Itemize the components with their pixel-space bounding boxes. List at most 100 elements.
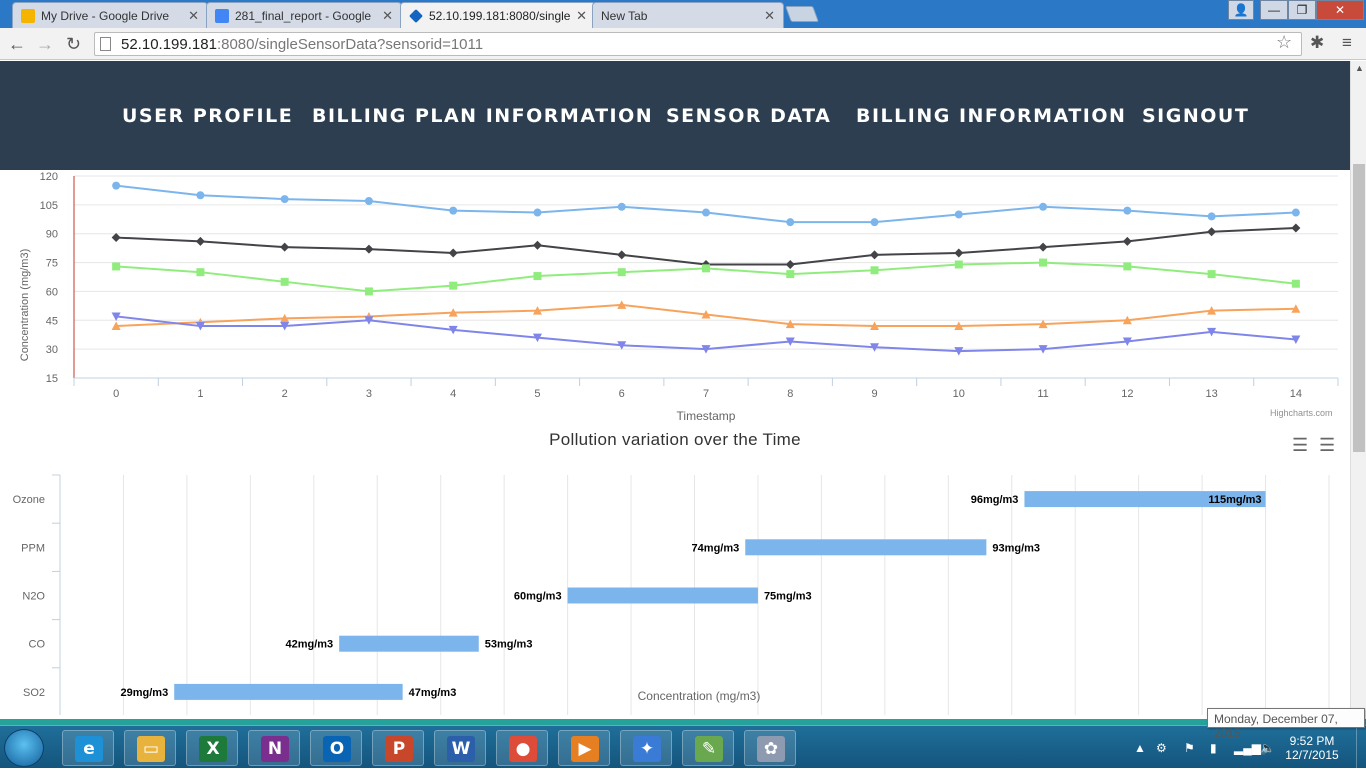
address-bar[interactable]: 52.10.199.181:8080/singleSensorData?sens… (94, 32, 1302, 56)
taskbar-safari-button[interactable]: ✦ (620, 730, 672, 766)
data-point (701, 345, 711, 354)
volume-icon[interactable]: 🔈 (1260, 741, 1275, 755)
taskbar-media-button[interactable]: ▶ (558, 730, 610, 766)
category-label: N2O (22, 591, 45, 603)
data-point (112, 262, 121, 271)
reload-icon[interactable]: ↻ (66, 34, 82, 54)
tab-sensor-data[interactable]: 52.10.199.181:8080/single ✕ (400, 2, 596, 28)
data-point (448, 308, 458, 317)
taskbar-onenote-button[interactable]: N (248, 730, 300, 766)
data-point (702, 264, 710, 273)
windows-taskbar: e ▭ X N O P W ● ▶ ✦ ✎ ✿ ▲ ⚙ ⚑ ▮ ▂▄▆ 🔈 9:52 PM 12/7/… (0, 725, 1366, 769)
user-icon[interactable]: 👤 (1228, 0, 1254, 20)
close-icon[interactable]: ✕ (764, 8, 775, 23)
export-menu-icon[interactable]: ☰ (1319, 435, 1336, 455)
signal-icon[interactable]: ▂▄▆ (1234, 741, 1261, 755)
tab-my-drive[interactable]: My Drive - Google Drive ✕ (12, 2, 208, 28)
network-tray-icon[interactable]: ⚙ (1156, 741, 1167, 755)
highcharts-credit[interactable]: Highcharts.com (1270, 408, 1333, 418)
data-point (533, 208, 542, 217)
forward-icon[interactable]: → (36, 34, 54, 54)
high-data-label: 75mg/m3 (764, 591, 812, 603)
high-data-label: 93mg/m3 (992, 542, 1040, 554)
nav-billing-plan-information[interactable]: BILLING PLAN INFORMATION (312, 105, 654, 127)
clock-time: 9:52 PM (1289, 734, 1335, 748)
action-center-flag-icon[interactable]: ⚑ (1184, 741, 1195, 755)
vertical-scrollbar[interactable]: ▲ (1350, 61, 1366, 721)
minimize-button[interactable]: — (1260, 0, 1288, 20)
data-point (870, 266, 879, 275)
scroll-up-arrow-icon[interactable]: ▲ (1355, 63, 1364, 73)
tab-title: 52.10.199.181:8080/single (429, 9, 571, 23)
data-point (280, 242, 290, 252)
battery-icon[interactable]: ▮ (1210, 741, 1217, 755)
close-icon[interactable]: ✕ (382, 8, 393, 23)
close-window-button[interactable]: ✕ (1316, 0, 1364, 20)
x-tick-label: 4 (450, 388, 456, 400)
data-point (533, 272, 542, 281)
x-tick-label: 2 (282, 388, 288, 400)
export-menu-icon[interactable]: ☰ (1292, 435, 1309, 455)
data-point (786, 270, 795, 279)
bar-chart-bars: 96mg/m3 115mg/m3 74mg/m3 93mg/m3 60mg/m3 75mg… (121, 491, 1266, 700)
x-tick-label: 7 (703, 388, 709, 400)
menu-icon[interactable]: ≡ (1342, 33, 1352, 52)
tab-new-tab[interactable]: New Tab ✕ (592, 2, 784, 28)
taskbar-explorer-button[interactable]: ▭ (124, 730, 176, 766)
tab-final-report[interactable]: 281_final_report - Google ✕ (206, 2, 402, 28)
taskbar-ie-button[interactable]: e (62, 730, 114, 766)
taskbar-word-button[interactable]: W (434, 730, 486, 766)
taskbar-powerpoint-button[interactable]: P (372, 730, 424, 766)
data-point (195, 236, 205, 246)
nav-user-profile[interactable]: USER PROFILE (122, 105, 294, 127)
taskbar-outlook-button[interactable]: O (310, 730, 362, 766)
y-tick-label: 15 (46, 373, 58, 385)
taskbar-chrome-button[interactable]: ● (496, 730, 548, 766)
data-point (1123, 262, 1132, 271)
data-point (532, 240, 542, 250)
y-tick-label: 120 (40, 171, 58, 183)
taskbar-excel-button[interactable]: X (186, 730, 238, 766)
tab-title: New Tab (601, 9, 648, 23)
y-tick-label: 105 (40, 200, 58, 212)
data-point (1038, 242, 1048, 252)
extension-icon[interactable]: ✱ (1310, 33, 1325, 52)
powerpoint-icon: P (385, 736, 413, 762)
show-hidden-icons-icon[interactable]: ▲ (1134, 741, 1146, 755)
x-tick-label: 5 (534, 388, 540, 400)
data-point (617, 341, 627, 350)
nav-signout[interactable]: SIGNOUT (1142, 105, 1250, 127)
data-point (870, 321, 880, 331)
data-point (111, 312, 121, 321)
taskbar-notes-button[interactable]: ✎ (682, 730, 734, 766)
new-tab-button[interactable] (785, 6, 819, 22)
data-point (1038, 319, 1048, 329)
low-data-label: 29mg/m3 (121, 687, 169, 699)
start-button[interactable] (4, 729, 44, 767)
y-tick-label: 30 (46, 344, 58, 356)
data-point (364, 316, 374, 325)
close-icon[interactable]: ✕ (576, 8, 587, 23)
back-icon[interactable]: ← (8, 34, 26, 54)
page-footer-strip (0, 719, 1366, 725)
data-point (364, 244, 374, 254)
x-tick-label: 6 (619, 388, 625, 400)
bookmark-star-icon[interactable]: ☆ (1276, 32, 1293, 52)
tab-title: 281_final_report - Google (235, 9, 372, 23)
url-path: :8080/singleSensorData?sensorid=1011 (216, 36, 484, 53)
system-clock[interactable]: 9:52 PM 12/7/2015 (1280, 734, 1344, 762)
data-point (1207, 306, 1217, 315)
close-icon[interactable]: ✕ (188, 8, 199, 23)
data-point (1291, 208, 1300, 217)
data-point (364, 287, 373, 296)
maximize-button[interactable]: ❐ (1288, 0, 1316, 20)
data-point (954, 248, 964, 258)
onenote-icon: N (261, 736, 289, 762)
scrollbar-thumb[interactable] (1353, 164, 1365, 452)
data-point (448, 248, 458, 258)
taskbar-paint-button[interactable]: ✿ (744, 730, 796, 766)
nav-billing-information[interactable]: BILLING INFORMATION (856, 105, 1127, 127)
show-desktop-button[interactable] (1356, 726, 1366, 769)
y-tick-label: 90 (46, 229, 58, 241)
nav-sensor-data[interactable]: SENSOR DATA (666, 105, 832, 127)
